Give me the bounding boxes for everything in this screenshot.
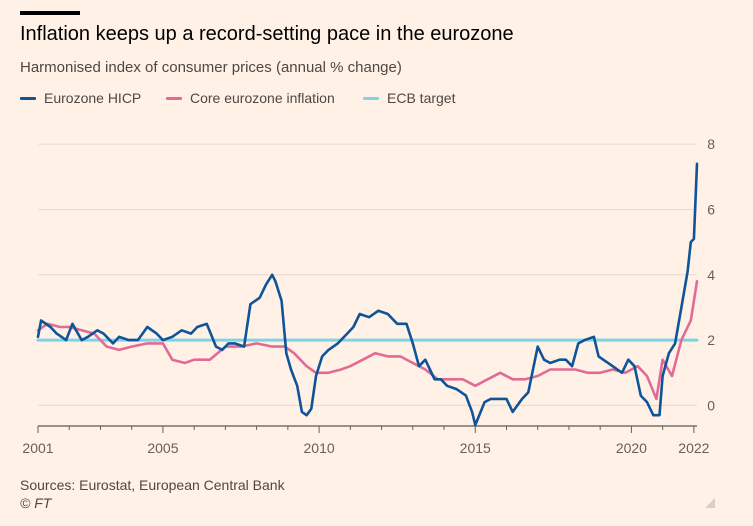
- x-tick-label-2005: 2005: [147, 440, 178, 456]
- x-tick-label-2020: 2020: [616, 440, 647, 456]
- legend-item-core: Core eurozone inflation: [166, 90, 335, 106]
- series-line-core: [36, 280, 699, 401]
- resize-corner-icon: [705, 498, 715, 508]
- chart-title: Inflation keeps up a record-setting pace…: [20, 23, 514, 45]
- y-tick-label-0: 0: [707, 397, 715, 413]
- chart-subtitle: Harmonised index of consumer prices (ann…: [20, 59, 402, 76]
- x-tick-label-2001: 2001: [22, 440, 53, 456]
- legend-label-core: Core eurozone inflation: [190, 90, 335, 106]
- x-tick-label-2022: 2022: [678, 440, 709, 456]
- series-line-hicp: [36, 162, 699, 427]
- y-tick-label-8: 8: [707, 136, 715, 152]
- series-lines: [36, 162, 699, 427]
- y-tick-label-6: 6: [707, 201, 715, 217]
- legend-swatch-core: [166, 96, 182, 100]
- copyright: © FT: [20, 495, 52, 511]
- legend-label-target: ECB target: [387, 90, 456, 106]
- x-axis: [37, 425, 697, 433]
- legend-item-target: ECB target: [363, 90, 455, 106]
- source-note: Sources: Eurostat, European Central Bank: [20, 477, 285, 493]
- y-tick-label-4: 4: [707, 267, 715, 283]
- legend-swatch-hicp: [20, 96, 36, 100]
- gridlines: [38, 143, 697, 406]
- y-axis-labels: 0 2 4 6 8: [707, 136, 715, 413]
- x-tick-label-2015: 2015: [460, 440, 491, 456]
- legend-label-hicp: Eurozone HICP: [44, 90, 142, 106]
- legend-swatch-target: [363, 96, 379, 100]
- ft-top-bar: [20, 11, 80, 15]
- y-tick-label-2: 2: [707, 332, 715, 348]
- x-axis-labels: 2001 2005 2010 2015 2020 2022: [22, 440, 709, 456]
- legend-item-hicp: Eurozone HICP: [20, 90, 141, 106]
- x-tick-label-2010: 2010: [304, 440, 335, 456]
